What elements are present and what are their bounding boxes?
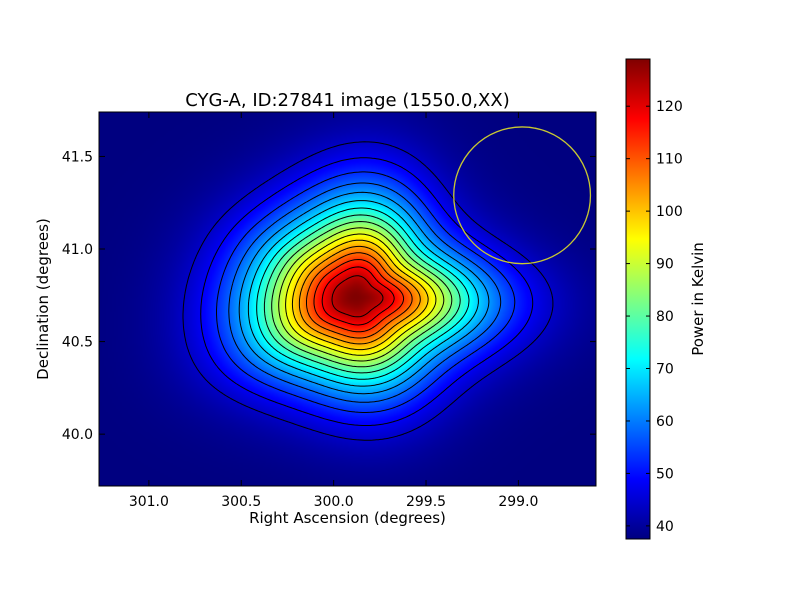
contour-level-8 [271, 221, 453, 368]
contour-level-12 [298, 245, 421, 345]
x-tick-label-4: 299.0 [498, 494, 538, 510]
beam-circle [453, 126, 592, 265]
colorbar-tick-label-6: 100 [656, 204, 683, 220]
contour-level-9 [278, 227, 445, 362]
colorbar: 40 50 60 70 80 90 100 110 120 Power in Kelvin [625, 58, 707, 540]
colorbar-tick-label-8: 120 [656, 99, 683, 115]
contour-level-6 [256, 207, 470, 380]
x-tick-label-1: 300.5 [221, 494, 261, 510]
x-axis-label: Right Ascension (degrees) [249, 509, 446, 527]
contour-level-14 [313, 259, 405, 333]
colorbar-label: Power in Kelvin [689, 242, 707, 356]
x-tick-label-2: 300.0 [314, 494, 354, 510]
y-axis: 40.0 40.5 41.0 41.5 [62, 149, 596, 443]
heatmap-image [99, 112, 596, 486]
contour-lines [182, 141, 554, 441]
contour-level-4 [238, 191, 490, 395]
y-tick-label-0: 40.0 [62, 427, 93, 443]
y-tick-label-3: 41.5 [62, 149, 93, 165]
contour-level-13 [306, 252, 413, 339]
colorbar-tick-label-2: 60 [656, 414, 674, 430]
contour-level-5 [247, 200, 479, 387]
colorbar-tick-label-7: 110 [656, 152, 683, 168]
contour-level-1 [200, 157, 534, 426]
contour-level-10 [285, 233, 437, 356]
colorbar-tick-label-0: 40 [656, 519, 674, 535]
x-axis: 301.0 300.5 300.0 299.5 299.0 [129, 112, 538, 510]
colorbar-ticks: 40 50 60 70 80 90 100 110 120 [626, 99, 683, 535]
contour-level-16 [331, 275, 384, 318]
colorbar-tick-label-4: 80 [656, 309, 674, 325]
plot-area [99, 112, 596, 486]
contour-level-11 [291, 239, 429, 351]
colorbar-tick-label-3: 70 [656, 362, 674, 378]
colorbar-bar [625, 58, 651, 540]
contour-level-7 [263, 214, 461, 374]
colorbar-tick-label-5: 90 [656, 257, 674, 273]
x-tick-label-3: 299.5 [406, 494, 446, 510]
contour-level-3 [228, 182, 502, 403]
x-tick-label-0: 301.0 [129, 494, 169, 510]
colorbar-tick-label-1: 50 [656, 466, 674, 482]
contour-level-15 [321, 266, 395, 326]
y-tick-label-2: 41.0 [62, 242, 93, 258]
contour-level-0 [182, 141, 554, 441]
y-tick-label-1: 40.5 [62, 335, 93, 351]
plot-frame [98, 111, 597, 487]
chart-title: CYG-A, ID:27841 image (1550.0,XX) [185, 90, 509, 111]
y-axis-label: Declination (degrees) [34, 218, 52, 380]
contour-level-2 [216, 171, 516, 413]
